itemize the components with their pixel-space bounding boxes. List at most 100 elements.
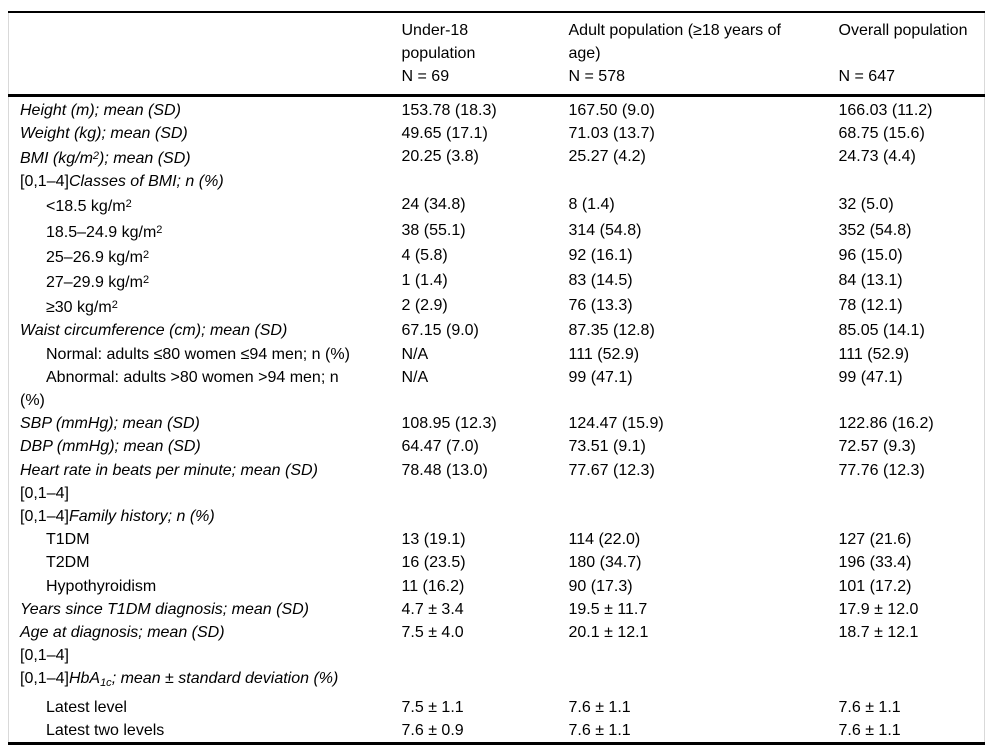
label-text: <18.5 kg/m xyxy=(46,198,126,216)
row-value: 11 (16.2) xyxy=(401,577,465,595)
table-row: 27–29.9 kg/m2 1 (1.4) 83 (14.5) 84 (13.1) xyxy=(9,269,985,294)
label-text: HbA xyxy=(68,670,101,688)
row-value: 19.5 ± 11.7 xyxy=(568,600,648,618)
label-text: Abnormal: adults >80 women >94 men; n xyxy=(46,368,339,386)
row-value: 64.47 (7.0) xyxy=(401,438,479,456)
column-n-overall: N = 647 xyxy=(838,68,895,86)
table-row: T1DM 13 (19.1) 114 (22.0) 127 (21.6) xyxy=(9,528,985,551)
superscript: 2 xyxy=(111,299,118,312)
row-label: T1DM xyxy=(9,528,391,551)
row-value: 7.5 ± 1.1 xyxy=(401,698,464,716)
row-value: N/A xyxy=(401,368,429,386)
header-row: Under-18 population N = 69 Adult populat… xyxy=(8,12,985,97)
row-value: 13 (19.1) xyxy=(401,531,466,549)
table-body: Height (m); mean (SD) 153.78 (18.3) 167.50… xyxy=(9,95,985,743)
label-text: SBP (mmHg); mean (SD) xyxy=(20,415,200,433)
row-label: Latest level xyxy=(9,696,391,719)
row-value: 84 (13.1) xyxy=(838,272,903,290)
table-row: <18.5 kg/m2 24 (34.8) 8 (1.4) 32 (5.0) xyxy=(9,193,985,218)
row-label: [0,1–4]Classes of BMI; n (%) xyxy=(9,170,391,193)
row-value: 17.9 ± 12.0 xyxy=(838,600,919,618)
table-row: Waist circumference (cm); mean (SD) 67.15… xyxy=(9,319,985,342)
row-value: 18.7 ± 12.1 xyxy=(838,624,919,642)
table-row: Normal: adults ≤80 women ≤94 men; n (%) N… xyxy=(9,343,985,366)
column-n-under18: N = 69 xyxy=(401,68,450,86)
header-col-adult: Adult population (≥18 years of age) N = … xyxy=(557,12,828,97)
row-label: Abnormal: adults >80 women >94 men; n (%) xyxy=(9,366,391,412)
row-value: 7.6 ± 1.1 xyxy=(568,698,631,716)
row-value: 73.51 (9.1) xyxy=(568,438,646,456)
row-label: <18.5 kg/m2 xyxy=(9,193,391,218)
row-value: 108.95 (12.3) xyxy=(401,415,497,433)
row-label: Years since T1DM diagnosis; mean (SD) xyxy=(9,598,391,621)
row-value: 25.27 (4.2) xyxy=(568,148,646,166)
label-text: DBP (mmHg); mean (SD) xyxy=(20,438,201,456)
row-value: 87.35 (12.8) xyxy=(568,322,655,340)
superscript: 2 xyxy=(142,274,150,287)
table-row: DBP (mmHg); mean (SD) 64.47 (7.0) 73.51 (9… xyxy=(9,435,985,458)
row-label: SBP (mmHg); mean (SD) xyxy=(9,412,391,435)
table-row: SBP (mmHg); mean (SD) 108.95 (12.3) 124.47… xyxy=(9,412,985,435)
row-value: 77.67 (12.3) xyxy=(568,461,655,479)
label-text: Hypothyroidism xyxy=(46,577,157,595)
table-row: [0,1–4]Classes of BMI; n (%) xyxy=(9,170,985,193)
label-text: Height (m); mean (SD) xyxy=(20,101,181,119)
row-value: 72.57 (9.3) xyxy=(838,438,916,456)
row-label: Height (m); mean (SD) xyxy=(9,95,391,122)
label-text: Classes of BMI; n (%) xyxy=(68,173,224,191)
row-value: 196 (33.4) xyxy=(838,554,912,572)
row-value: 4.7 ± 3.4 xyxy=(401,600,464,618)
row-value: 167.50 (9.0) xyxy=(568,101,655,119)
label-text: 27–29.9 kg/m xyxy=(46,274,143,292)
row-value: 24.73 (4.4) xyxy=(838,148,916,166)
label-text: ; mean ± standard deviation (%) xyxy=(111,670,339,688)
row-value: 67.15 (9.0) xyxy=(401,322,479,340)
row-value xyxy=(558,505,828,528)
label-text: Family history; n (%) xyxy=(68,508,215,526)
superscript: 2 xyxy=(125,198,132,211)
table-row: [0,1–4]HbA1c; mean ± standard deviation … xyxy=(9,667,985,695)
row-value: 122.86 (16.2) xyxy=(838,415,934,433)
row-value: 16 (23.5) xyxy=(401,554,466,572)
label-text: Years since T1DM diagnosis; mean (SD) xyxy=(20,600,309,618)
row-value: 24 (34.8) xyxy=(401,196,466,214)
characteristics-table-wrap: Under-18 population N = 69 Adult populat… xyxy=(8,11,985,745)
label-text: Weight (kg); mean (SD) xyxy=(20,124,188,142)
row-value xyxy=(558,170,828,193)
table-row: Age at diagnosis; mean (SD) [0,1–4] 7.5 ± … xyxy=(9,621,985,667)
row-label: T2DM xyxy=(9,551,391,574)
table-row: Latest two levels 7.6 ± 0.9 7.6 ± 1.1 7.6 ±… xyxy=(9,719,985,744)
row-label: Latest two levels xyxy=(9,719,391,744)
row-value: 101 (17.2) xyxy=(838,577,912,595)
superscript: 2 xyxy=(156,223,163,236)
label-text: [0,1–4] xyxy=(20,647,69,665)
row-value: 7.6 ± 1.1 xyxy=(568,721,631,739)
table-row: Years since T1DM diagnosis; mean (SD) 4.7… xyxy=(9,598,985,621)
table-row: Height (m); mean (SD) 153.78 (18.3) 167.50… xyxy=(9,95,985,122)
row-value: 32 (5.0) xyxy=(838,196,894,214)
row-value: 20.1 ± 12.1 xyxy=(568,624,649,642)
row-label: Age at diagnosis; mean (SD) [0,1–4] xyxy=(9,621,391,667)
column-title-overall: Overall population xyxy=(838,22,968,39)
label-text: [0,1–4] xyxy=(20,670,69,688)
row-value: 20.25 (3.8) xyxy=(401,148,479,166)
table-row: Abnormal: adults >80 women >94 men; n (%)… xyxy=(9,366,985,412)
row-label: [0,1–4]Family history; n (%) xyxy=(9,505,391,528)
table-row: Latest level 7.5 ± 1.1 7.6 ± 1.1 7.6 ± 1.1 xyxy=(9,696,985,719)
label-text: Heart rate in beats per minute; mean (SD… xyxy=(20,461,318,479)
subscript: 1c xyxy=(100,677,112,690)
table-row: Weight (kg); mean (SD) 49.65 (17.1) 71.03 … xyxy=(9,122,985,145)
label-text: T1DM xyxy=(46,531,90,549)
row-label: ≥30 kg/m2 xyxy=(9,294,391,319)
column-title-adult: Adult population (≥18 years of age) xyxy=(568,22,781,63)
row-value xyxy=(391,170,558,193)
label-text: [0,1–4] xyxy=(20,484,69,502)
row-label: 18.5–24.9 kg/m2 xyxy=(9,219,391,244)
table-row: T2DM 16 (23.5) 180 (34.7) 196 (33.4) xyxy=(9,551,985,574)
table-header: Under-18 population N = 69 Adult populat… xyxy=(8,12,985,97)
row-label: Waist circumference (cm); mean (SD) xyxy=(9,319,391,342)
row-label: BMI (kg/m2); mean (SD) xyxy=(9,145,391,170)
label-text: BMI (kg/m xyxy=(20,150,93,168)
row-value xyxy=(391,667,558,695)
